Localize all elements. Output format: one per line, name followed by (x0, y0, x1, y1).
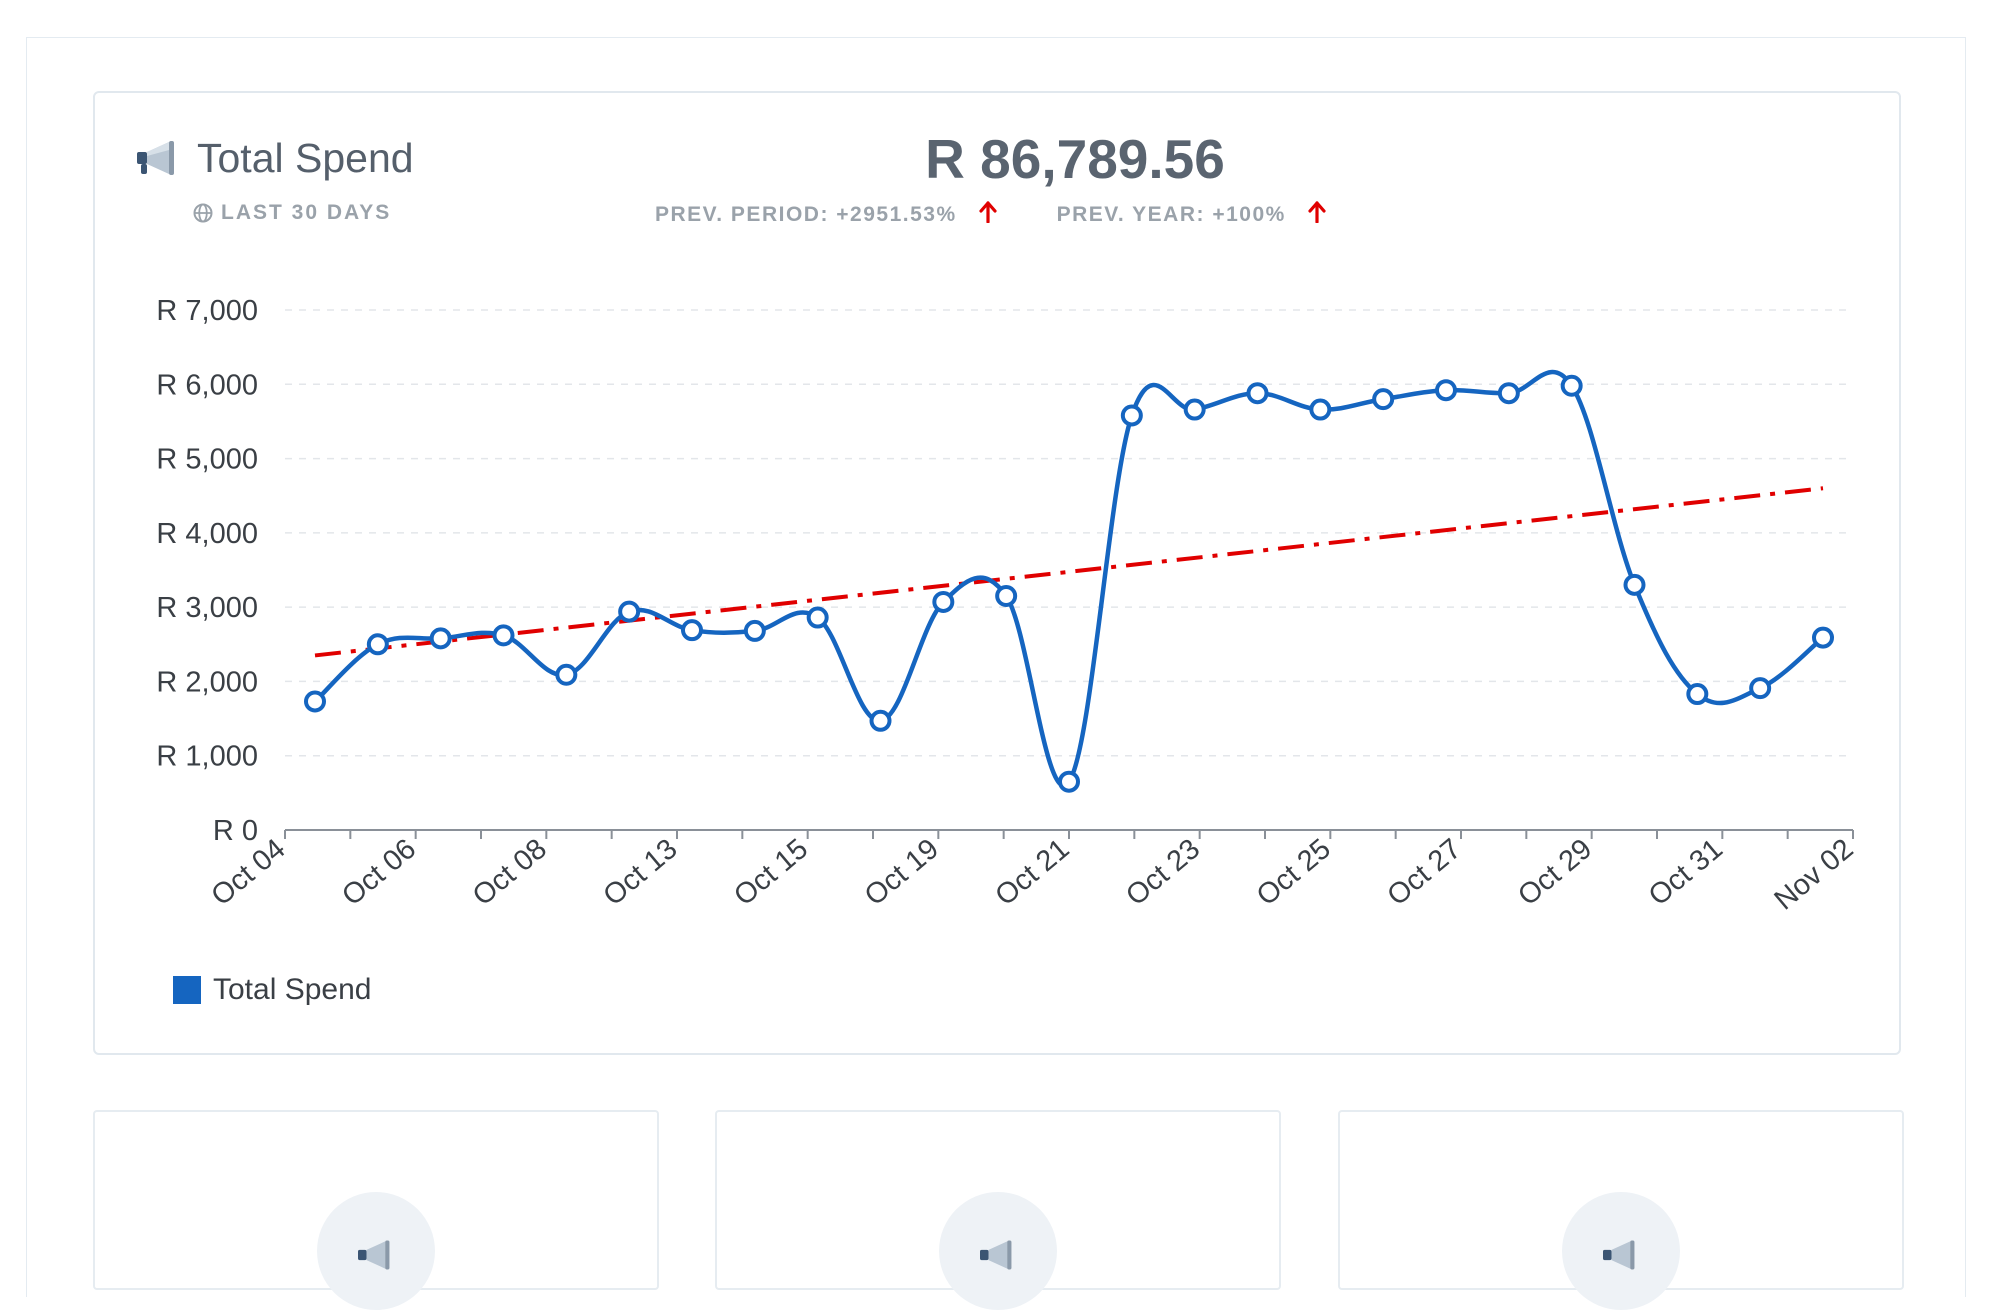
legend-swatch (173, 976, 201, 1004)
y-tick-label: R 3,000 (156, 592, 258, 624)
trend-line (314, 486, 1824, 658)
data-point[interactable] (1309, 398, 1332, 421)
comparison-row: PREV. PERIOD: +2951.53% PREV. YEAR: +100… (655, 201, 1326, 229)
x-tick-label: Oct 21 (989, 833, 1075, 912)
data-point[interactable] (429, 627, 452, 650)
x-tick-label: Oct 23 (1120, 833, 1206, 912)
data-point[interactable] (492, 624, 515, 647)
x-tick-label: Oct 19 (859, 833, 945, 912)
data-point[interactable] (1623, 573, 1646, 596)
arrow-up-icon (979, 201, 997, 229)
data-point[interactable] (1560, 374, 1583, 397)
prev-year-change: PREV. YEAR: +100% (1056, 203, 1286, 226)
data-point[interactable] (1183, 398, 1206, 421)
data-point[interactable] (1246, 382, 1269, 405)
x-tick-label: Oct 13 (597, 833, 683, 912)
data-point[interactable] (995, 585, 1018, 607)
y-tick-label: R 6,000 (156, 369, 258, 401)
total-spend-card: Total Spend LAST 30 DAYS R 86,789.56 PRE… (93, 91, 1901, 1055)
metric-card-1[interactable] (93, 1110, 659, 1310)
megaphone-icon (358, 1240, 390, 1270)
data-point[interactable] (366, 633, 389, 656)
megaphone-icon (980, 1240, 1012, 1270)
metric-card-2[interactable] (715, 1110, 1281, 1310)
date-range-label: LAST 30 DAYS (193, 201, 391, 225)
data-point[interactable] (1435, 379, 1457, 402)
y-tick-label: R 1,000 (156, 741, 258, 773)
data-point[interactable] (806, 606, 829, 629)
x-tick-label: Oct 27 (1381, 833, 1467, 912)
data-point[interactable] (1497, 382, 1520, 405)
metric-icon-badge (939, 1192, 1057, 1310)
data-point[interactable] (743, 619, 766, 642)
data-point[interactable] (618, 600, 641, 623)
data-point[interactable] (1812, 626, 1834, 649)
y-tick-label: R 2,000 (156, 666, 258, 698)
data-point[interactable] (869, 709, 892, 732)
x-tick-label: Oct 31 (1643, 833, 1729, 912)
x-tick-label: Oct 15 (728, 833, 814, 912)
metric-icon-badge (1562, 1192, 1680, 1310)
megaphone-icon (1603, 1240, 1635, 1270)
data-point[interactable] (1372, 388, 1395, 411)
metric-icon-badge (317, 1192, 435, 1310)
y-tick-label: R 4,000 (156, 518, 258, 550)
data-point[interactable] (1120, 404, 1143, 427)
card-header: Total Spend (135, 133, 414, 183)
megaphone-icon (137, 141, 174, 175)
y-tick-label: R 7,000 (156, 295, 258, 327)
y-tick-label: R 5,000 (156, 444, 258, 476)
data-point[interactable] (1686, 683, 1709, 706)
data-point[interactable] (555, 663, 578, 686)
spend-line-chart: R 0 R 1,000 R 2,000 R 3,000 R 4,000 R 5,000 R … (156, 295, 1860, 917)
data-point[interactable] (1749, 677, 1772, 700)
x-tick-label: Oct 06 (336, 833, 422, 912)
series-line (313, 369, 1825, 788)
y-tick-label: R 0 (213, 815, 258, 847)
x-tick-label: Nov 02 (1769, 833, 1860, 917)
legend-label: Total Spend (213, 973, 372, 1006)
data-point[interactable] (681, 619, 703, 642)
prev-period-change: PREV. PERIOD: +2951.53% (655, 203, 957, 226)
x-tick-label: Oct 29 (1512, 833, 1598, 912)
data-point[interactable] (304, 690, 326, 713)
chart-legend[interactable]: Total Spend (173, 973, 371, 1007)
data-point[interactable] (932, 590, 955, 613)
x-tick-label: Oct 08 (467, 833, 553, 912)
globe-icon (193, 203, 213, 223)
arrow-up-icon (1308, 201, 1326, 229)
total-value: R 86,789.56 (925, 128, 1225, 190)
period-text: LAST 30 DAYS (221, 201, 392, 224)
x-tick-label: Oct 25 (1251, 833, 1337, 912)
metric-card-3[interactable] (1338, 1110, 1904, 1310)
card-title: Total Spend (197, 134, 414, 181)
data-point[interactable] (1058, 770, 1080, 793)
